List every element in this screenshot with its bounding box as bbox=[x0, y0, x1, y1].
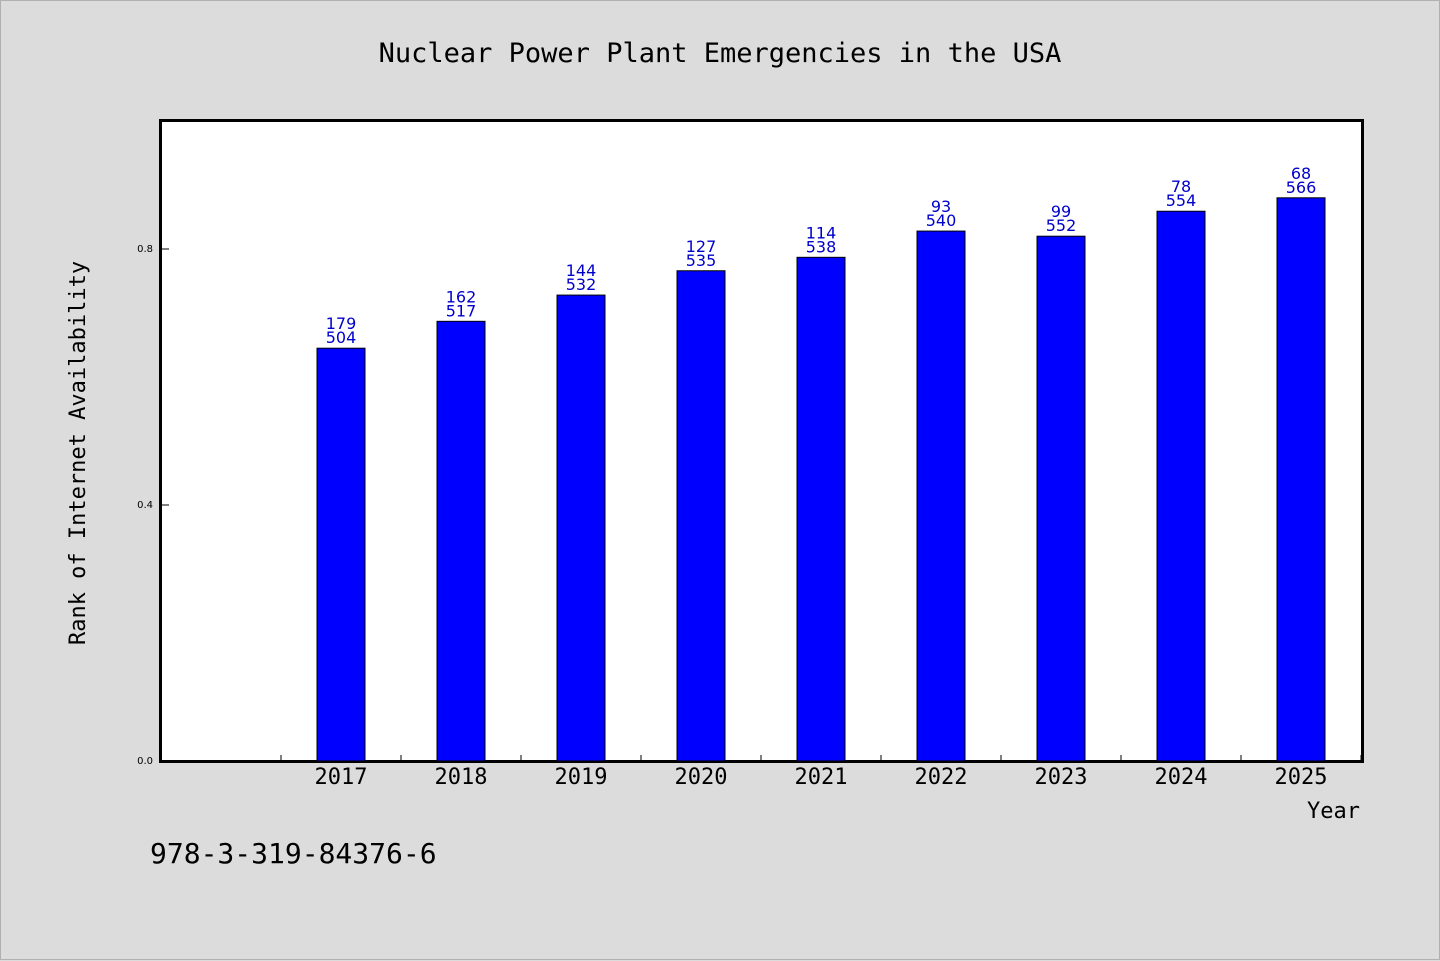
bar-label-top-2024: 78 bbox=[1171, 177, 1191, 196]
bar-label-top-2019: 144 bbox=[566, 261, 597, 280]
x-tick-label-2023: 2023 bbox=[1035, 765, 1088, 790]
bar-2022 bbox=[916, 230, 966, 762]
x-tick-label-2024: 2024 bbox=[1155, 765, 1208, 790]
bar-2018 bbox=[436, 320, 486, 762]
x-tick-label-2018: 2018 bbox=[435, 765, 488, 790]
bar-label-bottom-2017: 504 bbox=[326, 328, 357, 347]
bar-2019 bbox=[556, 294, 606, 762]
bar-2023 bbox=[1036, 235, 1086, 762]
chart-title: Nuclear Power Plant Emergencies in the U… bbox=[379, 38, 1062, 69]
y-tick-label: 0.0 bbox=[137, 756, 153, 767]
bar-label-bottom-2025: 566 bbox=[1286, 178, 1317, 197]
x-tick-label-2021: 2021 bbox=[795, 765, 848, 790]
x-tick-label-2019: 2019 bbox=[555, 765, 608, 790]
x-tick-label-2017: 2017 bbox=[315, 765, 368, 790]
y-tick-label: 0.4 bbox=[137, 500, 153, 511]
bar-label-bottom-2024: 554 bbox=[1166, 191, 1197, 210]
bar-label-bottom-2019: 532 bbox=[566, 275, 597, 294]
bar-2025 bbox=[1276, 197, 1326, 762]
x-axis: 2017 2018 2019 2020 2021 2022 2023 2024 2025 bbox=[280, 755, 1362, 790]
y-axis: 0.0 0.4 0.8 bbox=[137, 244, 169, 767]
isbn-footer: 978-3-319-84376-6 bbox=[150, 837, 437, 870]
x-axis-label: Year bbox=[1307, 799, 1360, 824]
bar-label-top-2017: 179 bbox=[326, 314, 357, 333]
bar-2021 bbox=[796, 256, 846, 762]
bar-label-top-2018: 162 bbox=[446, 287, 477, 306]
bar-label-top-2021: 114 bbox=[806, 223, 837, 242]
bar-label-top-2020: 127 bbox=[686, 237, 717, 256]
x-tick-label-2022: 2022 bbox=[915, 765, 968, 790]
x-tick-label-2025: 2025 bbox=[1275, 765, 1328, 790]
bar-label-top-2022: 93 bbox=[931, 197, 951, 216]
bar-label-top-2025: 68 bbox=[1291, 164, 1311, 183]
bar-label-top-2023: 99 bbox=[1051, 202, 1071, 221]
bar-label-bottom-2023: 552 bbox=[1046, 216, 1077, 235]
y-tick-label: 0.8 bbox=[137, 244, 153, 255]
bar-2024 bbox=[1156, 210, 1206, 762]
bar-label-bottom-2020: 535 bbox=[686, 251, 717, 270]
x-tick-label-2020: 2020 bbox=[675, 765, 728, 790]
bar-label-bottom-2022: 540 bbox=[926, 211, 957, 230]
bar-2020 bbox=[676, 270, 726, 762]
bar-label-bottom-2018: 517 bbox=[446, 301, 477, 320]
bar-label-bottom-2021: 538 bbox=[806, 237, 837, 256]
y-axis-label: Rank of Internet Availability bbox=[66, 261, 91, 645]
bar-2017 bbox=[316, 347, 366, 762]
